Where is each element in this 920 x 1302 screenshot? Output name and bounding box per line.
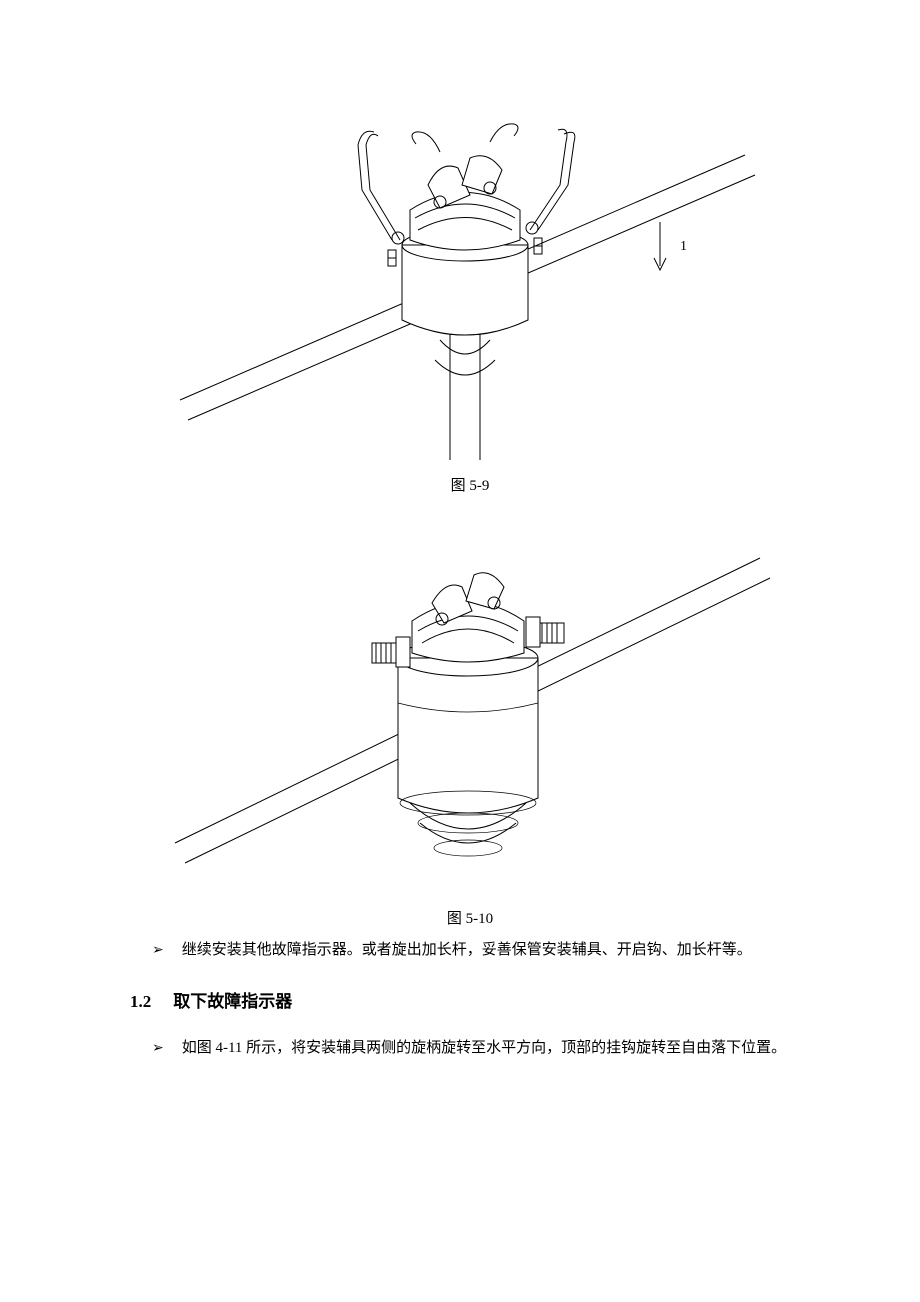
figure-5-10: 图 5-10 <box>130 503 810 928</box>
bullet-continue-install: ➢ 继续安装其他故障指示器。或者旋出加长杆，妥善保管安装辅具、开启钩、加长杆等。 <box>152 936 810 965</box>
figure-5-9-svg: 1 <box>140 90 800 470</box>
bullet-fig-4-11-text: 如图 4-11 所示，将安装辅具两侧的旋柄旋转至水平方向，顶部的挂钩旋转至自由落… <box>182 1034 810 1063</box>
figure-5-10-caption: 图 5-10 <box>130 907 810 928</box>
bullet-fig-4-11: ➢ 如图 4-11 所示，将安装辅具两侧的旋柄旋转至水平方向，顶部的挂钩旋转至自… <box>152 1034 810 1063</box>
bullet-glyph-icon: ➢ <box>152 1036 164 1063</box>
section-number: 1.2 <box>130 992 151 1012</box>
bullet-continue-install-text: 继续安装其他故障指示器。或者旋出加长杆，妥善保管安装辅具、开启钩、加长杆等。 <box>182 936 810 965</box>
figure-5-9-annotation: 1 <box>680 239 687 254</box>
bullet-glyph-icon: ➢ <box>152 938 164 965</box>
section-1-2-heading: 1.2 取下故障指示器 <box>130 987 810 1012</box>
section-title: 取下故障指示器 <box>173 987 292 1012</box>
figure-5-9: 1 图 5-9 <box>130 90 810 495</box>
figure-5-9-caption: 图 5-9 <box>130 474 810 495</box>
figure-5-10-svg <box>140 503 800 903</box>
